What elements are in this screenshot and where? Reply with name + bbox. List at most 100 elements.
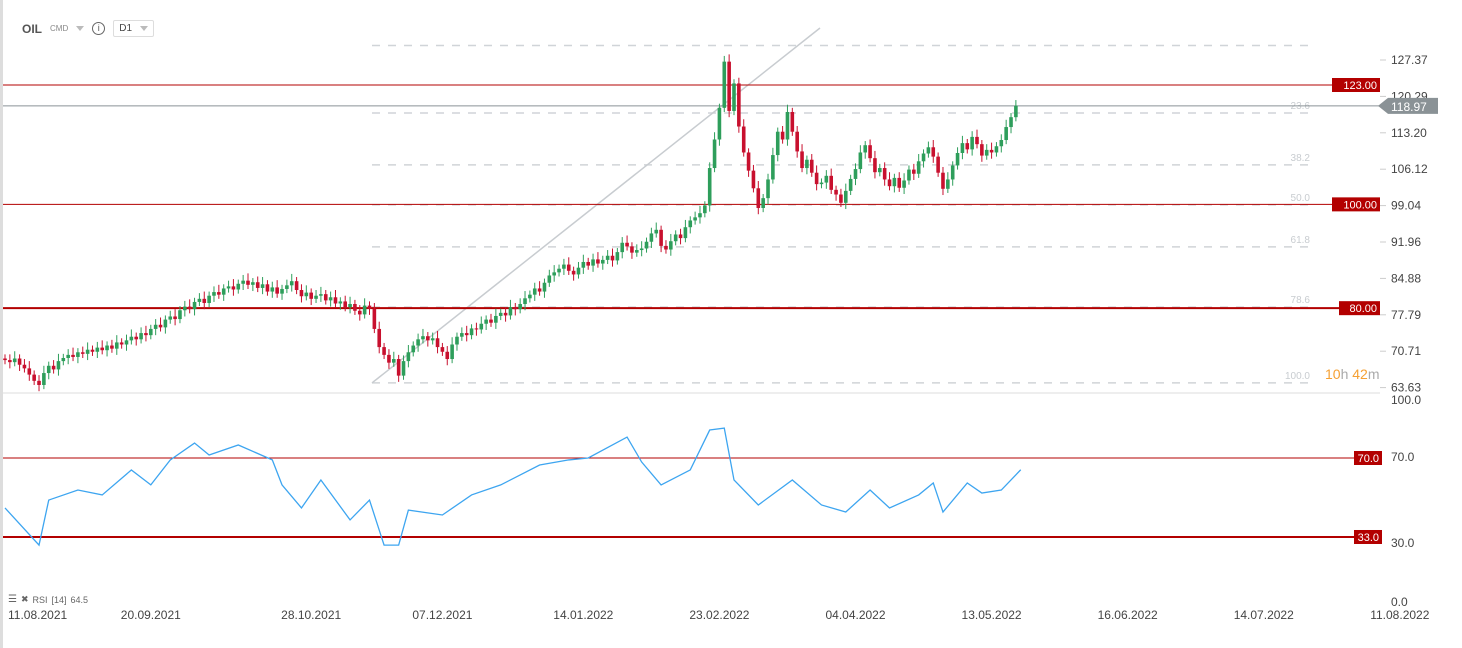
candle-body bbox=[916, 161, 921, 174]
candle-body bbox=[338, 301, 343, 304]
candle-body bbox=[498, 312, 503, 316]
candle-body bbox=[367, 305, 372, 309]
level-tag bbox=[1332, 78, 1380, 92]
candle-body bbox=[912, 169, 916, 174]
price-axis-label: 84.88 bbox=[1391, 271, 1421, 285]
x-axis-label: 28.10.2021 bbox=[281, 608, 341, 622]
candle-body bbox=[76, 352, 80, 357]
candle-body bbox=[819, 182, 824, 185]
candle-body bbox=[984, 149, 989, 156]
candle-body bbox=[416, 339, 420, 346]
close-icon[interactable]: ✖ bbox=[20, 594, 29, 604]
candle-body bbox=[8, 360, 12, 363]
candle-body bbox=[999, 140, 1004, 147]
price-axis-label: 63.63 bbox=[1391, 381, 1421, 395]
rsi-axis-label: 100.0 bbox=[1391, 393, 1421, 407]
candle-body bbox=[878, 168, 882, 173]
candle-body bbox=[421, 336, 425, 340]
candle-body bbox=[187, 306, 192, 310]
candle-body bbox=[542, 282, 547, 292]
candle-body bbox=[824, 175, 829, 183]
candle-body bbox=[401, 361, 406, 376]
candle-body bbox=[435, 338, 440, 348]
candle-body bbox=[61, 357, 66, 362]
candle-body bbox=[591, 259, 595, 266]
timeframe-select[interactable]: D1 bbox=[113, 20, 155, 37]
price-axis-label: 113.20 bbox=[1391, 126, 1427, 140]
candle-body bbox=[119, 342, 124, 345]
candle-body bbox=[319, 294, 323, 296]
candle-body bbox=[775, 131, 780, 156]
candle-body bbox=[348, 304, 352, 308]
price-axis-label: 99.04 bbox=[1391, 199, 1421, 213]
candle-body bbox=[183, 306, 187, 311]
candle-body bbox=[299, 290, 304, 297]
info-icon[interactable]: i bbox=[92, 22, 106, 35]
rsi-legend: ☰ ✖ RSI [14] 64.5 bbox=[8, 594, 88, 605]
x-axis-label: 11.08.2022 bbox=[1370, 608, 1429, 622]
candle-body bbox=[712, 139, 717, 169]
candle-body bbox=[382, 347, 386, 355]
candle-body bbox=[814, 172, 819, 185]
candle-body bbox=[460, 333, 464, 337]
candle-body bbox=[372, 308, 377, 329]
candle-body bbox=[226, 286, 231, 289]
candle-body bbox=[275, 287, 279, 294]
level-tag-label: 123.00 bbox=[1343, 80, 1377, 92]
candle-body bbox=[484, 319, 488, 324]
x-axis-label: 11.08.2021 bbox=[8, 608, 67, 622]
fib-level-label: 38.2 bbox=[1291, 153, 1311, 164]
candle-body bbox=[805, 159, 809, 169]
candle-body bbox=[975, 136, 979, 145]
candle-body bbox=[285, 285, 289, 289]
candle-body bbox=[926, 147, 931, 154]
category-label: CMD bbox=[50, 24, 69, 33]
fib-level-label: 23.6 bbox=[1291, 101, 1311, 112]
chart-header: OIL CMD i D1 bbox=[22, 20, 155, 37]
candle-body bbox=[669, 241, 673, 250]
left-border bbox=[0, 0, 3, 648]
candle-body bbox=[620, 242, 625, 253]
candle-body bbox=[552, 272, 556, 276]
candle-body bbox=[289, 281, 294, 286]
candle-body bbox=[236, 283, 241, 290]
rsi-axis-label: 30.0 bbox=[1391, 536, 1415, 550]
x-axis-label: 04.04.2022 bbox=[825, 608, 885, 622]
candle-body bbox=[873, 158, 877, 173]
fib-level-label: 100.0 bbox=[1285, 371, 1310, 382]
x-axis-label: 14.07.2022 bbox=[1234, 608, 1294, 622]
candle-body bbox=[513, 307, 518, 310]
candle-body bbox=[426, 336, 430, 341]
candle-body bbox=[246, 280, 250, 285]
candle-body bbox=[1009, 117, 1013, 128]
candle-body bbox=[110, 345, 114, 349]
candle-body bbox=[163, 319, 168, 328]
candle-body bbox=[931, 147, 936, 157]
candle-body bbox=[270, 287, 275, 292]
candle-body bbox=[868, 145, 872, 159]
candle-body bbox=[32, 374, 36, 381]
candle-body bbox=[771, 155, 775, 180]
candle-body bbox=[85, 349, 90, 354]
candle-body bbox=[639, 248, 644, 251]
candle-body bbox=[124, 340, 129, 345]
current-price-tag bbox=[1378, 97, 1438, 114]
candle-body bbox=[532, 288, 537, 295]
candle-body bbox=[659, 229, 663, 246]
candle-body bbox=[989, 149, 994, 153]
candle-body bbox=[678, 234, 683, 239]
candle-body bbox=[503, 312, 508, 316]
candle-body bbox=[921, 153, 926, 162]
symbol-dropdown-icon[interactable] bbox=[76, 26, 85, 31]
candle-body bbox=[654, 229, 659, 234]
candle-body bbox=[737, 83, 741, 127]
x-axis-label: 14.01.2022 bbox=[553, 608, 613, 622]
candle-body bbox=[309, 292, 313, 299]
candle-body bbox=[882, 168, 887, 180]
level-tag bbox=[1332, 197, 1380, 212]
candle-body bbox=[955, 152, 960, 166]
candle-body bbox=[80, 352, 85, 354]
candle-body bbox=[100, 347, 104, 351]
menu-icon[interactable]: ☰ bbox=[8, 594, 17, 605]
